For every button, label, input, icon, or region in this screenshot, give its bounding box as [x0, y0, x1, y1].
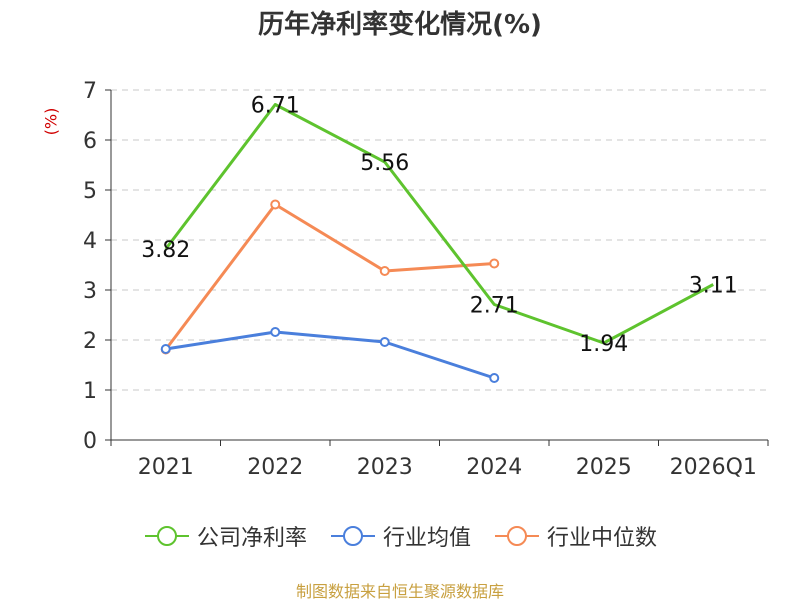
y-tick-label: 1 — [83, 379, 97, 404]
y-tick-label: 2 — [83, 329, 97, 354]
legend-item-industry-median[interactable]: 行业中位数 — [493, 520, 657, 552]
x-tick-label: 2022 — [247, 455, 303, 480]
data-label: 3.82 — [141, 238, 190, 263]
data-point — [160, 344, 171, 354]
legend: 公司净利率 行业均值 行业中位数 — [0, 520, 800, 552]
series-line-industry-mean — [165, 330, 495, 380]
x-tick-label: 2026Q1 — [670, 455, 757, 480]
data-label: 6.71 — [251, 94, 300, 119]
data-label: 2.71 — [470, 294, 519, 319]
data-point — [270, 199, 281, 210]
legend-label: 公司净利率 — [196, 526, 307, 551]
x-tick-label: 2024 — [466, 455, 522, 480]
data-point — [379, 337, 390, 347]
data-point — [489, 258, 500, 269]
data-label: 3.11 — [689, 274, 738, 299]
legend-item-industry-mean[interactable]: 行业均值 — [329, 520, 471, 552]
legend-label: 行业中位数 — [547, 526, 658, 551]
series-line-industry-median — [164, 203, 495, 351]
y-tick-label: 4 — [83, 229, 97, 254]
y-tick-label: 3 — [83, 279, 97, 304]
data-label: 1.94 — [579, 332, 628, 357]
legend-line-icon — [495, 526, 539, 546]
data-source-note: 制图数据来自恒生聚源数据库 — [295, 582, 504, 601]
data-point — [270, 327, 281, 337]
x-tick-label: 2021 — [138, 455, 194, 480]
y-tick-label: 7 — [83, 79, 97, 104]
x-tick-label: 2023 — [357, 455, 413, 480]
data-point — [379, 266, 390, 276]
y-tick-label: 0 — [83, 429, 97, 454]
legend-line-icon — [144, 526, 189, 546]
legend-line-icon — [330, 526, 375, 546]
legend-item-net-margin[interactable]: 公司净利率 — [143, 520, 307, 552]
legend-label: 行业均值 — [382, 526, 471, 551]
x-tick-label: 2025 — [576, 455, 632, 480]
data-point — [489, 373, 500, 383]
data-label: 5.56 — [360, 151, 409, 176]
y-tick-label: 5 — [83, 179, 97, 204]
chart-title: 历年净利率变化情况(%) — [258, 10, 542, 40]
series-line-net-margin — [164, 103, 714, 345]
y-tick-label: 6 — [83, 129, 97, 154]
